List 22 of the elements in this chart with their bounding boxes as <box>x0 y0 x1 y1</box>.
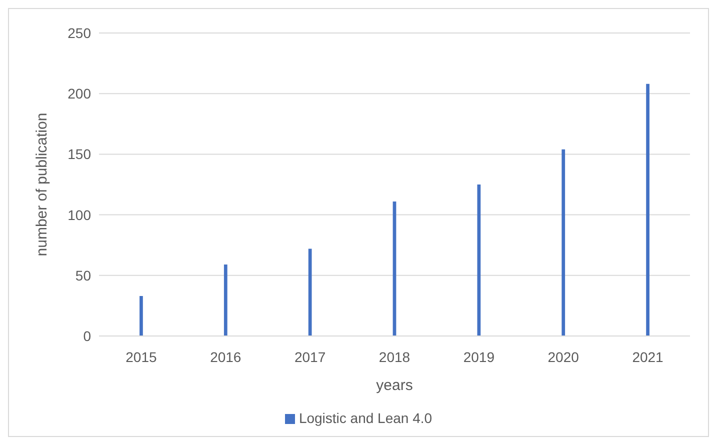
legend-label: Logistic and Lean 4.0 <box>298 410 432 426</box>
x-tick-label: 2021 <box>632 348 664 365</box>
bar <box>140 296 143 336</box>
y-axis-title: number of publication <box>33 112 50 256</box>
bar <box>477 184 481 336</box>
x-axis-title: years <box>376 377 413 394</box>
x-tick-label: 2018 <box>378 348 410 365</box>
y-tick-label: 0 <box>83 328 92 344</box>
y-tick-label: 100 <box>68 206 92 223</box>
bar <box>308 248 312 336</box>
x-tick-label: 2015 <box>126 348 157 365</box>
bar <box>562 149 566 336</box>
x-tick-label: 2020 <box>548 348 580 365</box>
y-tick-label: 250 <box>68 24 92 41</box>
bar <box>224 264 228 336</box>
x-tick-label: 2016 <box>210 348 242 365</box>
y-tick-label: 200 <box>68 86 92 102</box>
x-tick-label: 2019 <box>463 348 495 365</box>
y-tick-label: 50 <box>75 267 92 284</box>
x-tick-label: 2017 <box>294 348 326 365</box>
y-tick-label: 150 <box>68 146 92 162</box>
bar <box>646 84 650 336</box>
